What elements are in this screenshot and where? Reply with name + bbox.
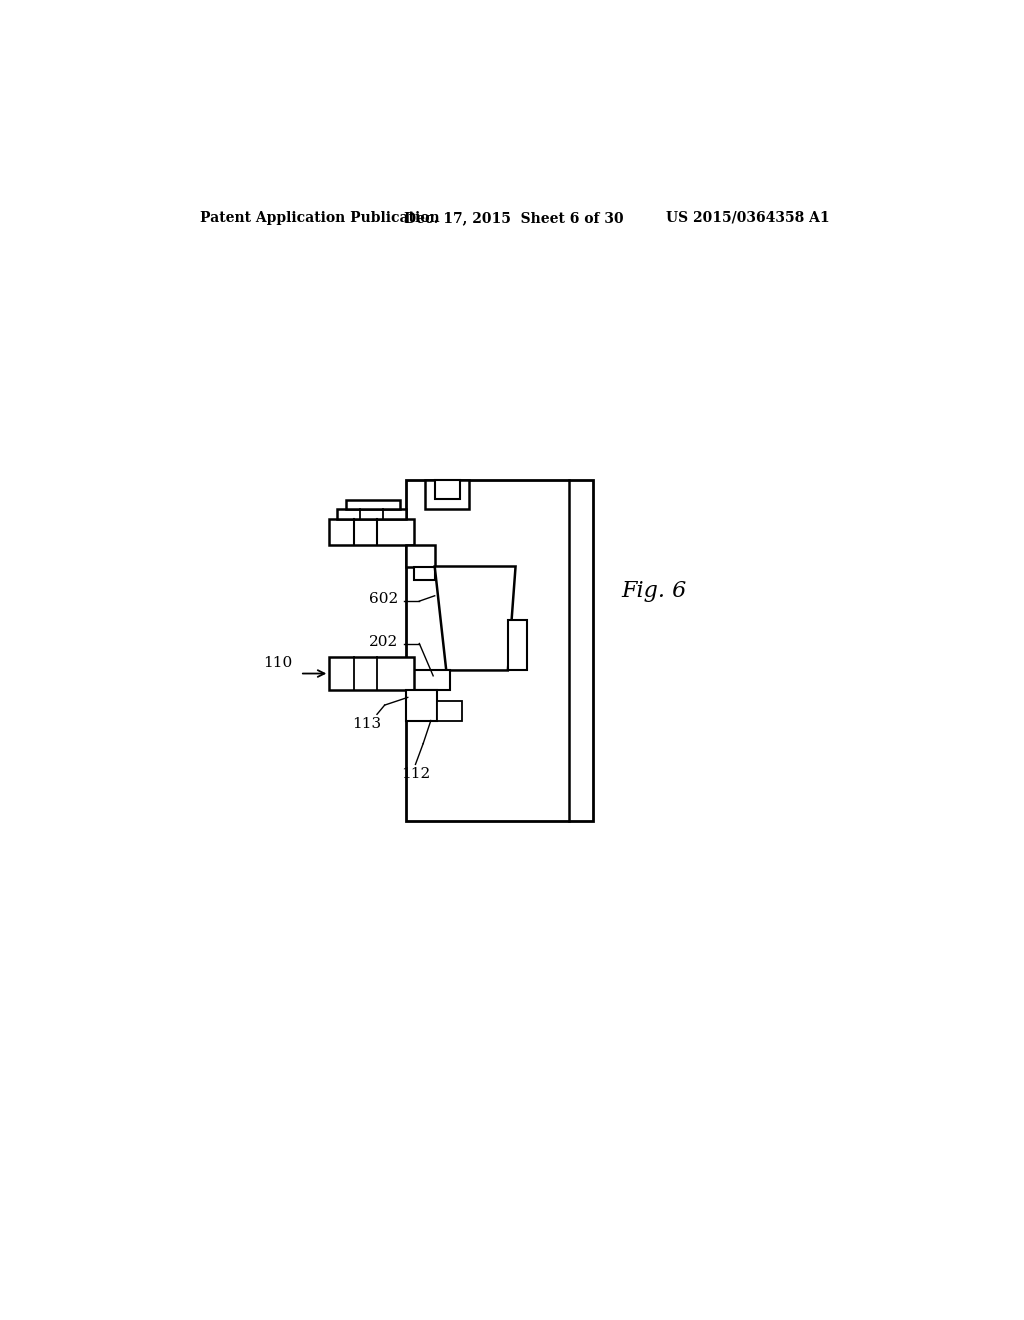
Bar	[337, 508, 407, 519]
Text: 202: 202	[370, 635, 398, 649]
Text: 113: 113	[352, 717, 382, 731]
Text: 112: 112	[400, 767, 430, 780]
Bar	[435, 480, 460, 499]
Text: Patent Application Publication: Patent Application Publication	[200, 211, 439, 224]
Bar	[330, 657, 414, 689]
Text: US 2015/0364358 A1: US 2015/0364358 A1	[666, 211, 829, 224]
Bar	[407, 545, 435, 566]
Text: Fig. 6: Fig. 6	[622, 581, 687, 602]
Bar	[437, 701, 462, 721]
Bar	[407, 480, 593, 821]
Polygon shape	[435, 566, 515, 671]
Bar	[346, 499, 400, 508]
Bar	[414, 566, 435, 581]
Text: 602: 602	[370, 591, 398, 606]
Bar	[407, 671, 451, 689]
Text: 110: 110	[263, 656, 292, 669]
Bar	[508, 620, 527, 671]
Text: Dec. 17, 2015  Sheet 6 of 30: Dec. 17, 2015 Sheet 6 of 30	[403, 211, 624, 224]
Bar	[330, 519, 414, 545]
Bar	[407, 689, 437, 721]
Bar	[425, 480, 469, 508]
